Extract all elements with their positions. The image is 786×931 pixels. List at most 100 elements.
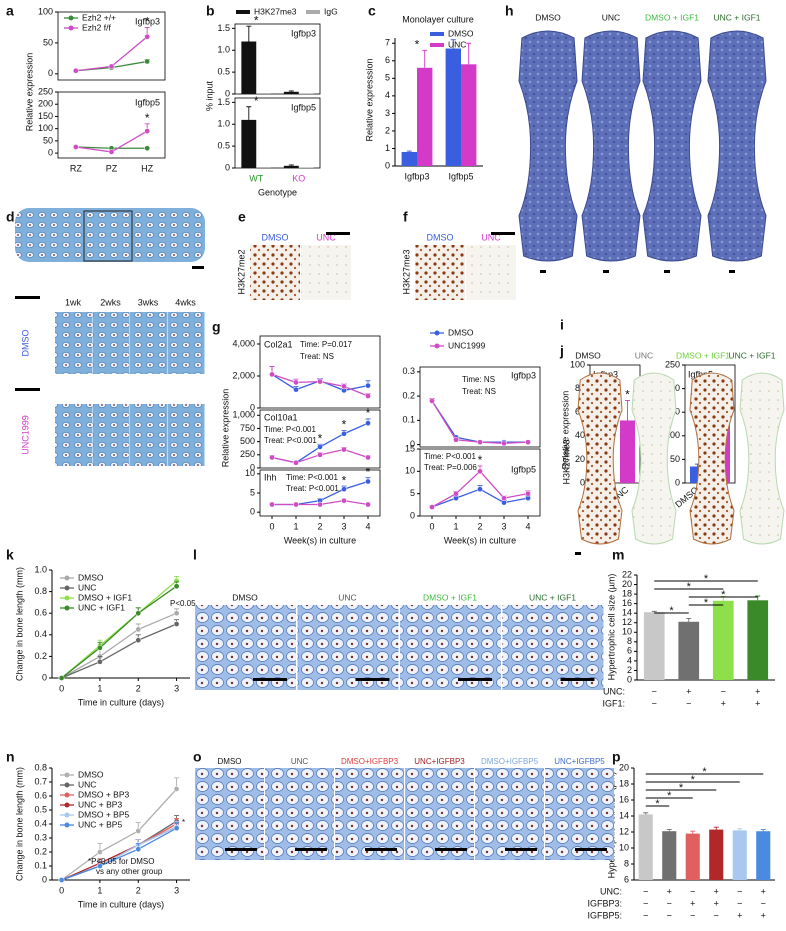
y-tick-label: 12 [619,826,629,836]
legend-label: UNC + BP5 [78,819,122,829]
error-bar [246,25,252,42]
factor-level: + [714,886,719,896]
y-axis-label: Relative expression [24,53,34,132]
error-bar [406,150,412,152]
factor-level: + [755,698,760,708]
point [97,644,103,651]
point [293,459,299,466]
y-tick-label: 0.5 [217,67,230,77]
panel-letter: c [368,3,376,19]
significance: * [704,597,709,609]
significance: * [478,453,483,467]
line [61,612,177,679]
image-label: UNC + IGF1 [729,350,776,360]
bar [712,600,734,680]
point [317,451,323,458]
y-tick-label: 20 [622,579,632,589]
y-tick-label: 0.4 [34,629,47,639]
y-tick-label: 0.2 [34,846,47,856]
y-tick-label: 1.0 [217,119,230,129]
point [341,383,347,390]
error-bar [288,164,294,166]
y-tick-label: 0 [48,147,53,157]
line [431,400,528,443]
scale-bar [540,270,546,273]
error-bar [713,826,719,830]
micrograph [502,605,604,690]
panel-letter: l [193,547,197,563]
subplot-title: Ihh [264,472,277,482]
image-label: UNC + IGF1 [714,12,761,22]
plot-frame [259,409,381,469]
point [173,610,180,617]
point [58,675,65,681]
factor-level: − [643,910,648,920]
point [341,486,347,493]
bone-micrograph [631,372,677,545]
point [108,149,115,155]
x-tick-label: 3 [174,885,179,895]
y-axis-label: Relative expresssion [364,58,374,141]
y-tick-label: 18 [622,588,632,598]
plot-frame [419,366,541,448]
error-bar [737,828,743,831]
y-tick-label: 50 [670,454,680,464]
image-label: UNC+IGFBP3 [414,757,465,766]
point [501,440,507,447]
subplot-title: Col10a1 [264,412,298,422]
line [61,788,178,881]
y-tick-label: 250 [240,449,255,459]
scale-bar [560,678,595,681]
column-label: 1wk [65,297,82,307]
annotation: Treat: P<0.001 [264,436,317,445]
image-label: DMSO [262,232,289,242]
point [501,495,507,501]
scale-bar [253,678,287,681]
y-tick-label: 22 [622,569,632,579]
y-tick-label: 10 [245,468,255,478]
image-label: UNC + IGF1 [529,592,576,602]
y-tick-label: 5 [250,487,255,497]
x-tick-label: 3 [501,521,506,531]
point [341,430,347,437]
micrograph [405,768,474,860]
error-bar [422,49,428,68]
scale-bar [295,848,327,851]
point [341,497,347,504]
zoom-box [83,210,133,262]
line [61,827,177,881]
legend-marker [64,812,70,818]
factor-level: + [761,910,766,920]
y-tick-label: 16 [619,794,629,804]
significance: * [687,581,692,593]
significance: * [342,473,347,487]
micrograph [130,404,167,466]
point [453,490,459,497]
legend-marker [64,822,70,828]
x-tick-label: Igfbp5 [448,171,473,181]
y-tick-label: 0.5 [217,141,230,151]
y-tick-label: 10 [619,842,629,852]
x-tick-label: 2 [317,521,322,531]
x-tick-label: RZ [70,163,82,173]
error-bar [466,42,472,65]
panel-letter: f [403,209,408,225]
annotation: vs any other group [96,867,163,876]
x-tick-label: 3 [174,683,179,693]
micrograph [466,245,516,300]
y-axis-label: Relative expression [560,391,570,470]
significance: * [721,589,726,601]
point [97,849,103,855]
significance: * [342,418,347,432]
line [61,580,178,679]
y-tick-label: 20 [619,762,629,772]
y-tick-label: 12 [622,617,632,627]
image-y-label: H3K27me3 [401,249,411,294]
y-tick-label: 750 [240,423,255,433]
y-tick-label: 150 [38,111,53,121]
error-bar [625,399,630,421]
micrograph [55,312,92,374]
y-tick-label: 2 [385,125,390,135]
significance: * [669,605,674,617]
significance: * [254,94,259,108]
